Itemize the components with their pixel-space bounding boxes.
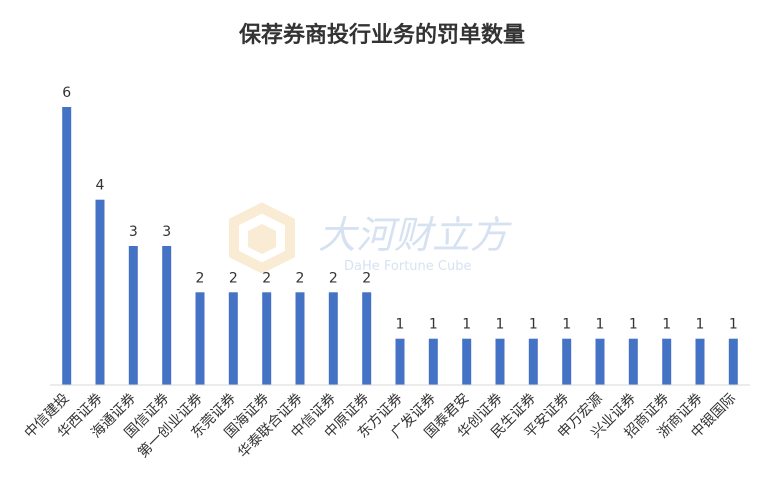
data-label-11: 1 <box>429 317 438 333</box>
value-labels-group: 6 4 3 3 2 2 2 2 2 2 1 1 1 1 1 1 1 1 1 1 1 <box>62 85 738 333</box>
bar-20 <box>728 338 738 385</box>
bar-6 <box>262 292 272 385</box>
data-label-12: 1 <box>462 317 471 333</box>
data-label-1: 4 <box>96 178 105 194</box>
watermark-subtitle: DaHe Fortune Cube <box>344 259 471 274</box>
bar-10 <box>395 338 405 385</box>
data-label-15: 1 <box>562 317 571 333</box>
data-label-17: 1 <box>629 317 638 333</box>
bar-9 <box>362 292 372 385</box>
data-label-16: 1 <box>596 317 605 333</box>
x-tick-labels-group: 中信建投华西证券海通证券国信证券第一创业证券东莞证券国海证券华泰联合证券中信证券… <box>22 390 740 461</box>
data-label-20: 1 <box>729 317 738 333</box>
bar-12 <box>462 338 472 385</box>
data-label-0: 6 <box>62 85 71 101</box>
bar-1 <box>95 199 105 385</box>
bar-18 <box>662 338 672 385</box>
bar-8 <box>328 292 338 385</box>
bar-0 <box>62 107 72 385</box>
data-label-2: 3 <box>129 224 138 240</box>
bar-15 <box>562 338 572 385</box>
data-label-13: 1 <box>496 317 505 333</box>
data-label-4: 2 <box>196 270 205 286</box>
data-label-18: 1 <box>662 317 671 333</box>
data-label-7: 2 <box>296 270 305 286</box>
bar-16 <box>595 338 605 385</box>
bar-3 <box>162 246 172 385</box>
watermark-name: 大河财立方 <box>318 213 512 257</box>
data-label-9: 2 <box>362 270 371 286</box>
bar-19 <box>695 338 705 385</box>
bar-4 <box>195 292 205 385</box>
bars-group <box>62 107 738 385</box>
data-label-3: 3 <box>162 224 171 240</box>
data-label-5: 2 <box>229 270 238 286</box>
bar-11 <box>428 338 438 385</box>
bar-14 <box>528 338 538 385</box>
bar-17 <box>628 338 638 385</box>
bar-2 <box>128 246 138 385</box>
watermark: 大河财立方 DaHe Fortune Cube <box>229 202 512 274</box>
bar-5 <box>228 292 238 385</box>
chart-title: 保荐券商投行业务的罚单数量 <box>238 22 525 48</box>
bar-13 <box>495 338 505 385</box>
data-label-10: 1 <box>396 317 405 333</box>
data-label-6: 2 <box>262 270 271 286</box>
data-label-19: 1 <box>696 317 705 333</box>
bar-7 <box>295 292 305 385</box>
data-label-14: 1 <box>529 317 538 333</box>
data-label-8: 2 <box>329 270 338 286</box>
watermark-logo-icon <box>229 202 295 274</box>
